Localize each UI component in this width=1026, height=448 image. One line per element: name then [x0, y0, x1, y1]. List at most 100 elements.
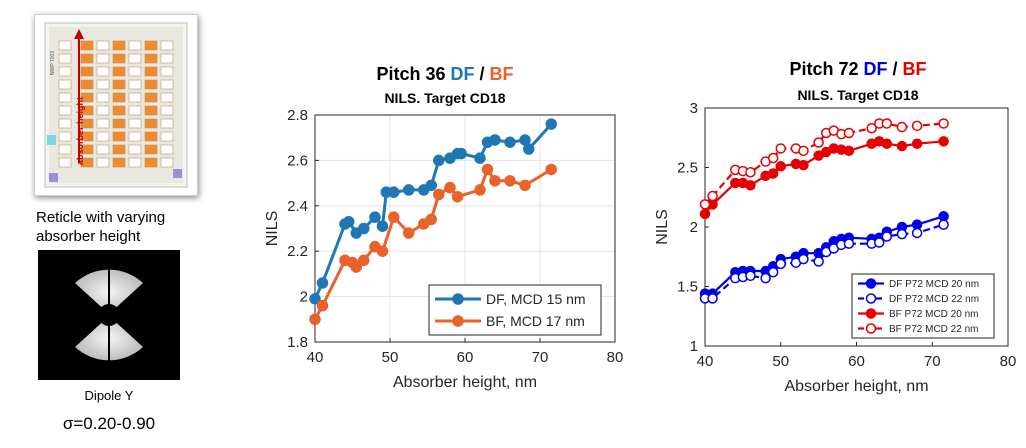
data-point [896, 140, 908, 152]
data-point [896, 121, 908, 133]
data-point [843, 238, 855, 249]
series-1 [699, 219, 949, 304]
legend-marker [865, 323, 877, 334]
data-point [911, 227, 923, 239]
data-point [376, 245, 389, 257]
title-sep: / [888, 59, 903, 79]
data-point [938, 219, 949, 230]
data-point [309, 293, 321, 305]
data-point [911, 120, 923, 132]
legend-marker [452, 293, 464, 305]
reticle-vertical-label: absorber height [75, 97, 85, 165]
y-tick-label: 2.4 [287, 198, 308, 215]
data-point [707, 190, 718, 202]
dipole-label: Dipole Y [84, 388, 134, 403]
x-tick-label: 70 [532, 349, 549, 366]
x-tick-label: 80 [607, 349, 624, 366]
data-point [316, 299, 329, 312]
data-point [403, 227, 415, 239]
series-2 [699, 136, 949, 220]
sigma-label: σ=0.20-0.90 [62, 414, 156, 433]
data-point [343, 215, 355, 228]
x-tick-label: 40 [307, 349, 324, 366]
data-point [745, 270, 756, 282]
data-point [775, 143, 786, 154]
chart-subtitle: NILS. Target CD18 [797, 87, 918, 103]
data-point [896, 228, 908, 240]
data-point [775, 258, 786, 270]
data-point [433, 154, 445, 167]
data-point [745, 180, 756, 191]
y-tick-label: 2.2 [287, 243, 308, 260]
data-point [707, 293, 718, 304]
y-tick-label: 2.8 [287, 107, 308, 124]
x-tick-label: 50 [772, 353, 789, 370]
data-point [881, 118, 893, 129]
series-1 [309, 163, 557, 326]
data-point [481, 163, 494, 176]
y-tick-label: 2 [690, 219, 698, 236]
legend-label: BF P72 MCD 22 nm [889, 324, 978, 335]
x-tick-label: 80 [1000, 353, 1017, 370]
legend-label: BF P72 MCD 20 nm [889, 309, 978, 320]
reticle-caption-line1: Reticle with varying [36, 209, 166, 226]
x-tick-label: 60 [457, 349, 474, 366]
legend-marker [865, 293, 877, 304]
data-point [798, 159, 809, 171]
data-point [911, 138, 923, 149]
data-point [316, 277, 329, 289]
data-point [760, 272, 771, 284]
data-point [455, 147, 467, 160]
data-point [451, 190, 464, 203]
data-point [873, 237, 885, 248]
legend-marker [865, 308, 877, 319]
y-axis-label: NILS [264, 211, 281, 247]
reticle-caption-line2: absorber height [36, 228, 141, 245]
data-point [767, 152, 779, 164]
y-tick-label: 3 [690, 100, 698, 117]
series-0 [309, 118, 557, 305]
data-point [388, 211, 400, 223]
data-point [519, 179, 531, 192]
title-df: DF [451, 64, 475, 84]
data-point [813, 256, 824, 267]
data-point [866, 122, 877, 134]
y-tick-label: 2 [300, 289, 308, 306]
x-tick-label: 60 [848, 353, 865, 370]
chart-pitch72: Pitch 72 DF / BF NILS. Target CD18 40 50 6… [654, 59, 1017, 395]
x-tick-label: 70 [924, 353, 941, 370]
x-axis-label: Absorber height, nm [393, 374, 537, 391]
legend-label: DF P72 MCD 22 nm [889, 294, 979, 305]
legend-marker [865, 278, 877, 289]
legend-label: DF, MCD 15 nm [486, 291, 586, 307]
data-point [358, 254, 370, 267]
title-bf: BF [903, 59, 927, 79]
data-point [798, 145, 809, 157]
data-point [489, 175, 501, 187]
legend-marker [452, 315, 464, 327]
data-point [843, 127, 855, 139]
title-sep: / [475, 64, 490, 84]
data-point [433, 188, 445, 201]
data-point [523, 143, 535, 155]
legend: DF, MCD 15 nm BF, MCD 17 nm [428, 284, 602, 336]
chart-pitch36: Pitch 36 DF / BF NILS. Target CD18 40 50 6… [264, 64, 624, 391]
data-point [403, 184, 415, 196]
data-point [699, 199, 711, 210]
data-point [358, 222, 370, 235]
data-point [767, 168, 779, 179]
chart-title: Pitch 36 DF / BF [376, 64, 513, 84]
data-point [388, 186, 400, 198]
legend: DF P72 MCD 20 nm DF P72 MCD 22 nm BF P72 M… [851, 273, 995, 339]
data-point [545, 163, 557, 176]
data-point [369, 211, 381, 223]
data-point [938, 136, 949, 147]
y-tick-label: 1.8 [287, 334, 308, 351]
x-tick-label: 50 [382, 349, 399, 366]
y-tick-label: 2.5 [677, 160, 698, 177]
data-point [881, 231, 893, 242]
y-tick-label: 2.6 [287, 152, 308, 169]
data-point [376, 220, 389, 232]
data-point [699, 208, 711, 220]
y-tick-label: 1.5 [677, 279, 698, 296]
